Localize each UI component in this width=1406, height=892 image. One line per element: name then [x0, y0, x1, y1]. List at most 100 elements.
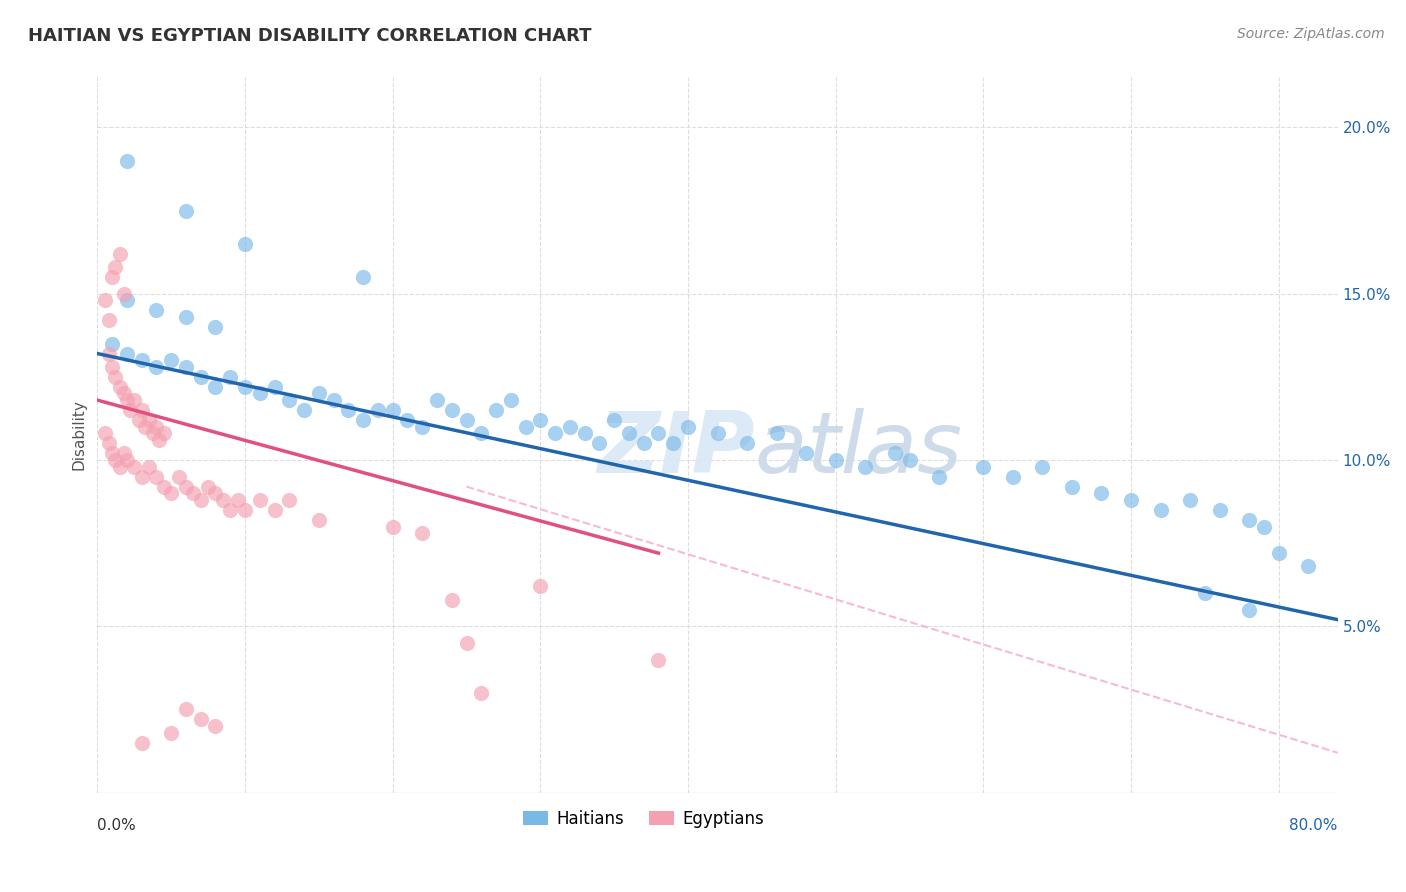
- Point: [145, 303, 167, 318]
- Point: [470, 426, 492, 441]
- Point: [226, 492, 249, 507]
- Point: [93, 293, 115, 308]
- Point: [233, 503, 256, 517]
- Point: [529, 579, 551, 593]
- Point: [98, 436, 121, 450]
- Point: [1149, 503, 1171, 517]
- Point: [617, 426, 640, 441]
- Point: [122, 393, 145, 408]
- Point: [145, 469, 167, 483]
- Point: [153, 426, 176, 441]
- Point: [115, 293, 138, 308]
- Point: [337, 403, 360, 417]
- Point: [381, 403, 404, 417]
- Text: HAITIAN VS EGYPTIAN DISABILITY CORRELATION CHART: HAITIAN VS EGYPTIAN DISABILITY CORRELATI…: [28, 27, 592, 45]
- Point: [263, 380, 285, 394]
- Point: [308, 386, 330, 401]
- Point: [190, 369, 212, 384]
- Point: [249, 492, 271, 507]
- Point: [145, 419, 167, 434]
- Point: [765, 426, 787, 441]
- Point: [204, 719, 226, 733]
- Point: [101, 446, 124, 460]
- Point: [174, 480, 197, 494]
- Point: [588, 436, 610, 450]
- Point: [676, 419, 699, 434]
- Point: [1267, 546, 1289, 560]
- Point: [190, 713, 212, 727]
- Point: [278, 393, 301, 408]
- Point: [1296, 559, 1319, 574]
- Point: [456, 413, 478, 427]
- Point: [118, 403, 141, 417]
- Point: [1208, 503, 1230, 517]
- Text: 0.0%: 0.0%: [97, 818, 136, 833]
- Point: [104, 453, 127, 467]
- Point: [101, 359, 124, 374]
- Point: [794, 446, 817, 460]
- Point: [1001, 469, 1024, 483]
- Text: Source: ZipAtlas.com: Source: ZipAtlas.com: [1237, 27, 1385, 41]
- Point: [1060, 480, 1083, 494]
- Point: [112, 386, 135, 401]
- Point: [735, 436, 758, 450]
- Point: [212, 492, 235, 507]
- Point: [853, 459, 876, 474]
- Point: [101, 336, 124, 351]
- Point: [499, 393, 522, 408]
- Text: atlas: atlas: [755, 408, 963, 491]
- Point: [456, 636, 478, 650]
- Point: [263, 503, 285, 517]
- Point: [204, 320, 226, 334]
- Point: [115, 393, 138, 408]
- Point: [104, 369, 127, 384]
- Point: [93, 426, 115, 441]
- Point: [633, 436, 655, 450]
- Point: [470, 686, 492, 700]
- Point: [352, 413, 374, 427]
- Point: [278, 492, 301, 507]
- Point: [98, 346, 121, 360]
- Point: [1194, 586, 1216, 600]
- Point: [108, 246, 131, 260]
- Point: [381, 519, 404, 533]
- Point: [174, 310, 197, 324]
- Point: [108, 380, 131, 394]
- Point: [292, 403, 315, 417]
- Point: [115, 346, 138, 360]
- Point: [128, 413, 150, 427]
- Point: [167, 469, 190, 483]
- Point: [197, 480, 219, 494]
- Point: [101, 270, 124, 285]
- Legend: Haitians, Egyptians: Haitians, Egyptians: [516, 803, 770, 834]
- Point: [115, 153, 138, 168]
- Point: [1178, 492, 1201, 507]
- Point: [1119, 492, 1142, 507]
- Point: [662, 436, 685, 450]
- Point: [131, 403, 153, 417]
- Text: 80.0%: 80.0%: [1289, 818, 1337, 833]
- Point: [883, 446, 905, 460]
- Text: ZIP: ZIP: [598, 408, 755, 491]
- Point: [440, 403, 463, 417]
- Point: [1253, 519, 1275, 533]
- Point: [122, 459, 145, 474]
- Point: [112, 286, 135, 301]
- Point: [1237, 513, 1260, 527]
- Point: [112, 446, 135, 460]
- Point: [558, 419, 581, 434]
- Point: [104, 260, 127, 274]
- Point: [411, 419, 433, 434]
- Point: [233, 236, 256, 251]
- Point: [219, 503, 242, 517]
- Point: [603, 413, 626, 427]
- Point: [183, 486, 205, 500]
- Point: [972, 459, 994, 474]
- Y-axis label: Disability: Disability: [72, 400, 86, 470]
- Point: [190, 492, 212, 507]
- Point: [426, 393, 449, 408]
- Point: [647, 652, 669, 666]
- Point: [322, 393, 344, 408]
- Point: [219, 369, 242, 384]
- Point: [142, 426, 165, 441]
